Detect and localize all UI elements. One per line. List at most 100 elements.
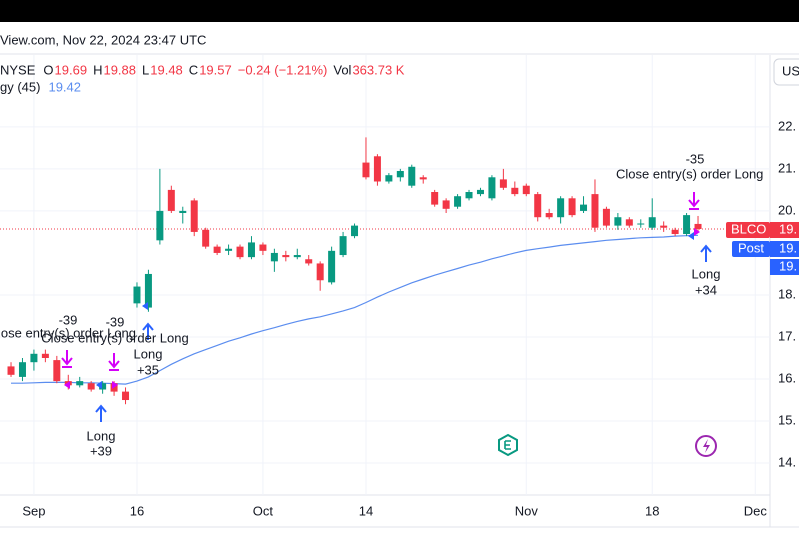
- candle-body: [671, 229, 679, 235]
- candle-body: [373, 156, 381, 182]
- candle-body: [648, 217, 656, 228]
- candle-body: [591, 194, 599, 228]
- exit-arrow: [108, 353, 120, 371]
- candle-body: [602, 208, 610, 226]
- x-tick-label: 14: [359, 503, 373, 518]
- annotation: Close entry(s) order Long: [616, 166, 763, 181]
- exit-arrow: [61, 350, 73, 368]
- annotation: Close entry(s) order Long: [41, 330, 188, 345]
- annotation: -35: [686, 151, 705, 166]
- candle-body: [30, 353, 38, 363]
- candle-body: [316, 263, 324, 281]
- annotation: -39: [59, 312, 78, 327]
- candle-body: [156, 210, 164, 241]
- candle-body: [179, 210, 187, 214]
- candle-body: [41, 353, 49, 358]
- ohlc-value: 19.69: [55, 62, 88, 77]
- candle-body: [488, 177, 496, 199]
- candle-body: [53, 360, 61, 382]
- entry-flag: [96, 232, 694, 389]
- indicator-tag-label: 19.: [779, 258, 797, 273]
- candle-body: [259, 244, 267, 251]
- ohlc-value: 19.88: [103, 62, 136, 77]
- candle-body: [167, 189, 175, 211]
- volume-label: Vol: [333, 62, 351, 77]
- candle-body: [247, 242, 255, 258]
- indicator-tag: [770, 259, 799, 275]
- candle-body: [442, 200, 450, 209]
- candle-body: [625, 219, 633, 226]
- candle-body: [637, 223, 645, 225]
- exit-flag: [64, 228, 700, 389]
- candle-body: [476, 189, 484, 195]
- candle-body: [293, 255, 301, 258]
- exchange: NYSE: [0, 62, 36, 77]
- entry-arrow: [700, 244, 712, 262]
- candle-body: [385, 175, 393, 182]
- candle-body: [18, 362, 26, 377]
- candle-body: [545, 213, 553, 218]
- earnings-glyph: [504, 440, 511, 450]
- x-tick-label: Nov: [515, 503, 539, 518]
- post-price-tag: [770, 241, 799, 257]
- session-tag: [732, 241, 770, 257]
- candle-body: [683, 215, 691, 235]
- candle-body: [122, 391, 130, 401]
- candle-body: [431, 192, 439, 205]
- legend-value: 19.42: [48, 79, 81, 94]
- symbol-tag-label: BLCO: [731, 221, 766, 236]
- candle-body: [76, 381, 84, 386]
- ohlc-label: H: [93, 62, 102, 77]
- session-tag-label: Post: [738, 240, 764, 255]
- price-tag-label: 19.: [779, 221, 797, 236]
- annotation: lose entry(s) order Long: [0, 325, 136, 340]
- x-tick-label: Dec: [744, 503, 768, 518]
- price-tag: [770, 222, 799, 238]
- ohlc-label: C: [189, 62, 198, 77]
- candle-body: [282, 255, 290, 258]
- candle-body: [328, 250, 336, 283]
- candle-body: [694, 223, 702, 229]
- x-tick-label: 16: [130, 503, 144, 518]
- event-icons: [498, 433, 717, 457]
- entry-arrow: [142, 322, 154, 340]
- candle-body: [202, 229, 210, 247]
- x-tick-label: 18: [645, 503, 659, 518]
- candle-body: [133, 286, 141, 304]
- currency-button[interactable]: [773, 58, 799, 86]
- candle-body: [225, 248, 233, 251]
- candle-body: [339, 236, 347, 256]
- candle-body: [534, 194, 542, 218]
- price-tags: BLCO 19. Post 19. 19.: [726, 221, 799, 275]
- volume: 363.73 K: [352, 62, 404, 77]
- candle-body: [270, 252, 278, 262]
- annotation: Long: [87, 428, 116, 443]
- candle-body: [7, 366, 15, 375]
- candle-body: [454, 196, 462, 207]
- candle-body: [522, 185, 530, 195]
- candle-body: [87, 383, 95, 390]
- candle-body: [190, 200, 198, 232]
- annotation: Long: [134, 346, 163, 361]
- annotation: +35: [137, 362, 159, 377]
- y-tick-label: 20.: [778, 202, 796, 217]
- candle-body: [557, 198, 565, 218]
- candle-body: [419, 177, 427, 180]
- source-line: View.com, Nov 22, 2024 23:47 UTC: [0, 32, 206, 47]
- change: −0.24 (−1.21%): [238, 62, 328, 77]
- candle-body: [511, 187, 519, 195]
- y-tick-label: 22.: [778, 118, 796, 133]
- top-bar: [0, 0, 799, 22]
- candle-body: [99, 383, 107, 390]
- symbol-tag: [726, 222, 770, 238]
- legend-entry: gy (45): [0, 79, 40, 94]
- candle-body: [568, 198, 576, 216]
- ohlc-label: L: [142, 62, 149, 77]
- ohlc-label: O: [43, 62, 53, 77]
- candle-body: [144, 273, 152, 308]
- plot: [0, 55, 770, 495]
- annotation: +34: [695, 282, 717, 297]
- y-tick-label: 16.: [778, 370, 796, 385]
